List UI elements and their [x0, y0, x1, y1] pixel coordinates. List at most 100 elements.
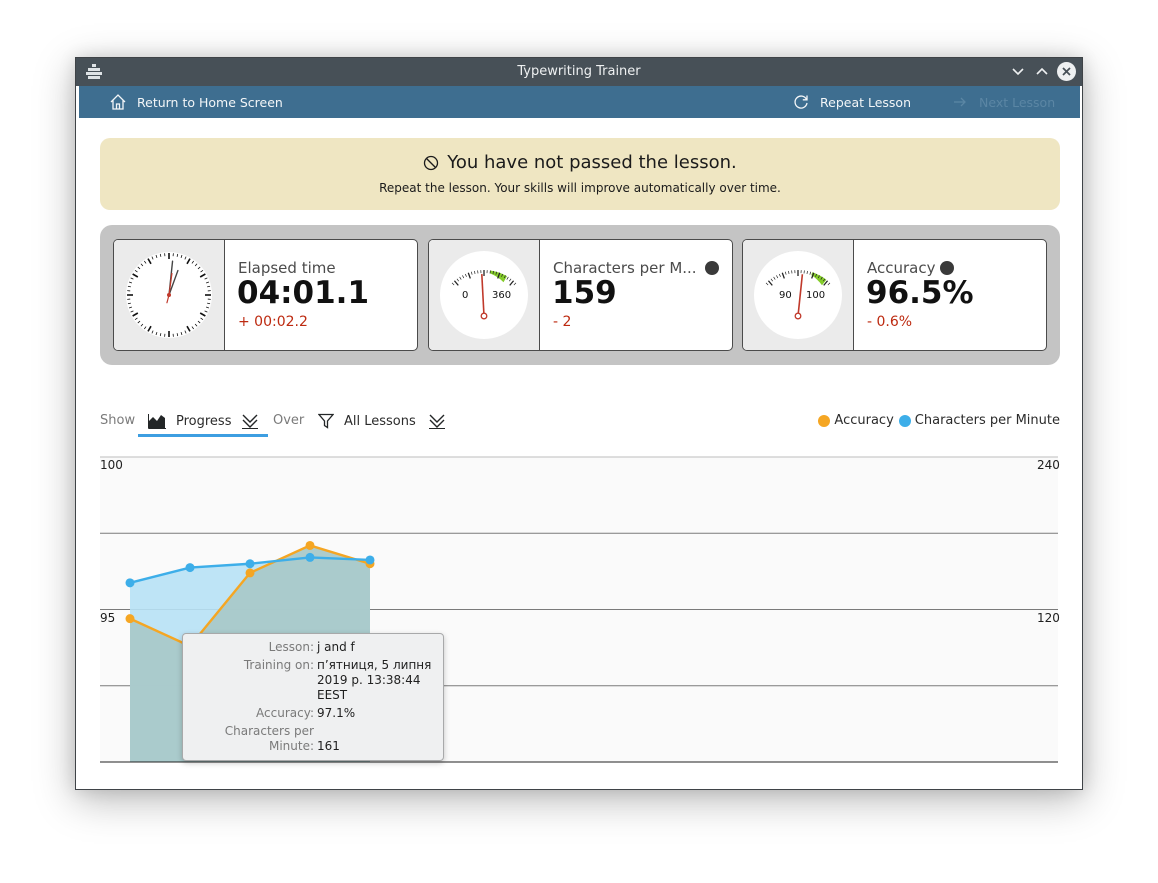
- cpm-point: [125, 578, 135, 588]
- cpm-point: [305, 552, 315, 562]
- double-chevron-down-icon: [428, 414, 445, 429]
- gauge-tick: [462, 275, 465, 279]
- window-title: Typewriting Trainer: [517, 64, 641, 79]
- gauge-tick: [827, 282, 831, 286]
- cpm-point: [365, 555, 375, 565]
- gauge-tick: [508, 278, 512, 282]
- gauge-tick: [453, 280, 459, 286]
- next-lesson-button[interactable]: Next Lesson: [951, 86, 1055, 118]
- cpm-info-button[interactable]: [705, 261, 719, 275]
- chevron-up-icon[interactable]: [1033, 63, 1051, 81]
- clock-tick: [194, 323, 198, 327]
- clock-tick: [191, 260, 195, 264]
- clock-tick: [205, 306, 210, 309]
- gauge-tick: [456, 278, 460, 282]
- clock-tick: [186, 325, 191, 332]
- close-icon: [1062, 67, 1071, 76]
- clock-tick: [199, 273, 206, 278]
- gauge-min-label: 90: [779, 290, 792, 301]
- result-screen: You have not passed the lesson. Repeat t…: [79, 118, 1080, 789]
- over-value: All Lessons: [344, 413, 416, 429]
- accuracy-value: 96.5%: [866, 275, 974, 311]
- clock-tick: [137, 320, 141, 324]
- gauge-tick: [474, 270, 476, 275]
- clock-tick: [151, 256, 154, 260]
- gauge-tick: [513, 282, 517, 286]
- show-selector[interactable]: Progress: [148, 407, 259, 435]
- gauge-tick: [770, 278, 774, 282]
- accuracy-point: [245, 568, 255, 578]
- repeat-lesson-button[interactable]: Repeat Lesson: [792, 86, 911, 118]
- over-selector[interactable]: All Lessons: [318, 407, 446, 435]
- clock-tick: [128, 306, 133, 309]
- gauge-tick: [501, 273, 504, 277]
- clock-dial: [114, 240, 225, 350]
- home-button[interactable]: Return to Home Screen: [109, 86, 283, 118]
- elapsed-time-delta: + 00:02.2: [238, 314, 308, 330]
- legend-item-accuracy[interactable]: Accuracy: [818, 413, 894, 428]
- clock-tick: [140, 323, 144, 327]
- gauge-tick: [778, 273, 781, 277]
- gauge-tick: [509, 280, 515, 286]
- gauge-tick: [497, 272, 501, 279]
- cpm-point: [185, 563, 195, 573]
- clock-tick: [159, 333, 162, 337]
- clock-second-hand: [168, 272, 173, 296]
- result-banner: You have not passed the lesson. Repeat t…: [100, 138, 1060, 210]
- clock-icon: [126, 252, 212, 338]
- gauge-tick: [822, 278, 826, 282]
- elapsed-time-value: 04:01.1: [237, 275, 370, 311]
- gauge-tick: [776, 275, 779, 279]
- data-point-tooltip: Lesson: j and f Training on: п’ятниця, 5…: [182, 633, 444, 761]
- clock-tick: [186, 258, 191, 265]
- clock-tick: [132, 312, 139, 317]
- chart-controls: Show Progress Over: [100, 407, 1060, 437]
- area-chart-icon: [148, 414, 166, 429]
- clock-tick: [184, 256, 187, 260]
- result-headline: You have not passed the lesson.: [100, 152, 1060, 173]
- clock-tick: [130, 277, 134, 280]
- clock-hour-hand: [168, 269, 179, 296]
- gauge-green-zone: [811, 272, 827, 286]
- clock-tick: [155, 254, 158, 259]
- legend-item-cpm[interactable]: Characters per Minute: [898, 413, 1060, 428]
- gauge-tick: [470, 271, 473, 275]
- accuracy-gauge: 90 100: [743, 240, 854, 350]
- clock-tick: [200, 269, 204, 273]
- clock-tick: [200, 317, 204, 321]
- clock-tick: [197, 320, 201, 324]
- gauge-needle: [481, 274, 485, 317]
- close-button[interactable]: [1057, 62, 1076, 81]
- tooltip-lesson-value: j and f: [317, 640, 355, 654]
- chevron-down-icon[interactable]: [1009, 63, 1027, 81]
- toolbar: Return to Home Screen Repeat Lesson Next…: [79, 86, 1080, 118]
- clock-tick: [180, 254, 183, 259]
- gauge-tick: [459, 276, 462, 280]
- legend-swatch-cpm: [898, 414, 911, 427]
- clock-tick: [127, 302, 131, 305]
- gauge-max-label: 360: [492, 290, 511, 301]
- next-lesson-label: Next Lesson: [979, 94, 1056, 110]
- elapsed-time-label: Elapsed time: [238, 259, 336, 277]
- clock-tick: [207, 285, 211, 288]
- clock-tick: [207, 302, 211, 305]
- accuracy-info-button[interactable]: [940, 261, 954, 275]
- legend-swatch-accuracy: [818, 414, 831, 427]
- accuracy-card: 90 100 Accuracy 96.5% - 0.6%: [742, 239, 1047, 351]
- title-bar[interactable]: Typewriting Trainer: [76, 58, 1082, 86]
- cpm-value: 159: [552, 275, 617, 311]
- gauge-tick: [784, 271, 787, 275]
- gauge-tick: [503, 275, 506, 279]
- chart-legend: Accuracy Characters per Minute: [813, 413, 1060, 428]
- gauge-tick: [817, 275, 820, 279]
- elapsed-time-card: Elapsed time 04:01.1 + 00:02.2: [113, 239, 418, 351]
- tooltip-accuracy-value: 97.1%: [317, 706, 356, 720]
- clock-tick: [204, 277, 208, 280]
- keyboard-icon: [86, 64, 102, 79]
- clock-tick: [204, 310, 208, 313]
- result-message: Repeat the lesson. Your skills will impr…: [379, 181, 781, 195]
- accuracy-point: [305, 540, 315, 550]
- tooltip-lesson-key: Lesson:: [268, 640, 314, 654]
- clock-tick: [130, 310, 134, 313]
- gauge-tick: [773, 276, 776, 280]
